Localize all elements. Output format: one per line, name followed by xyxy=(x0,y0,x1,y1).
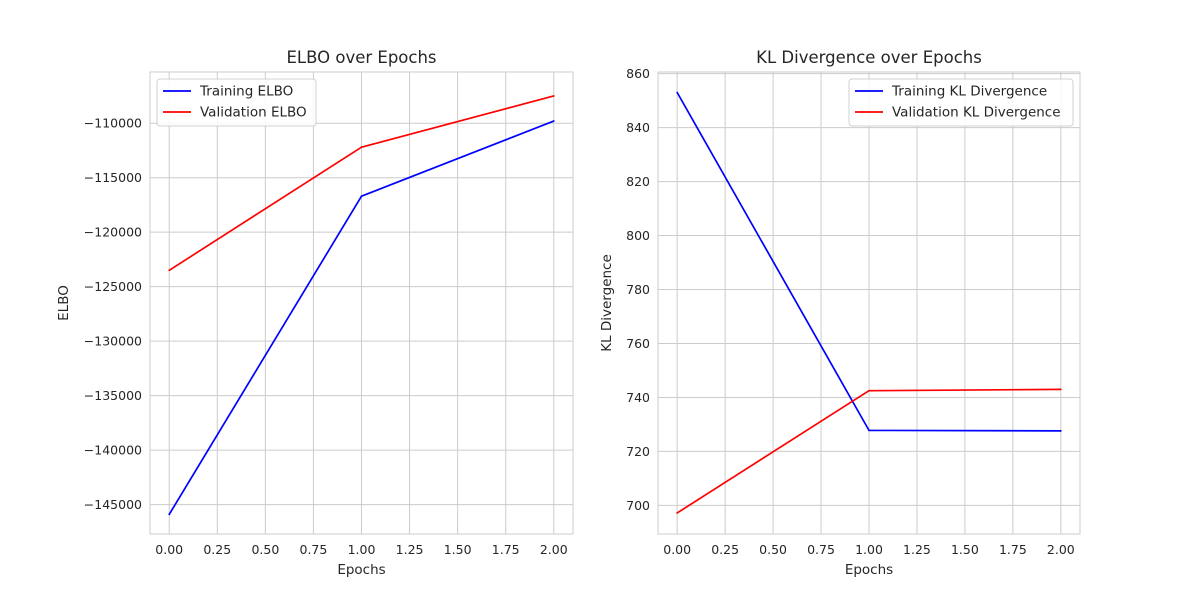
y-tick-label: −130000 xyxy=(84,334,142,349)
data-point xyxy=(868,429,870,432)
chart-2: 0.00 0.25 0.50 0.75 1.00 1.25 1.50 1.75 2.00 700 7… xyxy=(599,48,1081,578)
y-tick-label: −110000 xyxy=(84,116,142,131)
x-tick-label: 1.50 xyxy=(444,542,472,557)
chart-title: KL Divergence over Epochs xyxy=(756,48,982,67)
data-point xyxy=(868,389,870,392)
legend-entry: Validation ELBO xyxy=(200,105,307,121)
x-tick-label: 0.00 xyxy=(155,542,183,557)
x-tick-label: 1.25 xyxy=(903,542,931,557)
plot-frame xyxy=(657,71,1081,535)
x-tick-label: 0.00 xyxy=(663,542,691,557)
data-point xyxy=(360,146,363,149)
x-tick-label: 1.00 xyxy=(855,542,883,557)
data-point xyxy=(168,513,171,516)
y-tick-label: 840 xyxy=(626,120,650,135)
y-tick-label: 780 xyxy=(626,282,650,297)
data-point xyxy=(360,195,363,198)
data-point xyxy=(168,269,171,272)
legend: Training KL Divergence Validation KL Dive… xyxy=(848,78,1074,127)
y-tick-label: 800 xyxy=(626,228,650,243)
chart-title: ELBO over Epochs xyxy=(286,48,436,67)
y-tick-label: −125000 xyxy=(84,279,142,294)
x-tick-label: 0.75 xyxy=(807,542,835,557)
y-tick-label: 720 xyxy=(626,444,650,459)
y-tick-label: 760 xyxy=(626,336,650,351)
chart-1: 0.00 0.25 0.50 0.75 1.00 1.25 1.50 1.75 2.00 −145… xyxy=(56,48,574,578)
y-tick-label: 860 xyxy=(626,66,650,81)
x-tick-label: 0.75 xyxy=(300,542,328,557)
y-axis-label: ELBO xyxy=(56,285,72,321)
legend-entry: Training KL Divergence xyxy=(891,84,1047,100)
x-tick-label: 2.00 xyxy=(540,542,568,557)
x-tick-label: 0.25 xyxy=(203,542,231,557)
x-tick-label: 1.75 xyxy=(999,542,1027,557)
data-point xyxy=(552,120,555,122)
y-tick-label: 740 xyxy=(626,390,650,405)
legend: Training ELBO Validation ELBO xyxy=(156,78,317,127)
y-axis-label: KL Divergence xyxy=(599,254,615,352)
data-point xyxy=(1059,430,1062,432)
x-tick-label: 0.50 xyxy=(251,542,279,557)
legend-entry: Validation KL Divergence xyxy=(892,105,1061,121)
plot-frame xyxy=(149,71,574,535)
data-point xyxy=(676,91,679,94)
y-tick-label: −135000 xyxy=(84,388,142,403)
x-tick-label: 0.50 xyxy=(759,542,787,557)
legend-entry: Training ELBO xyxy=(199,84,293,100)
x-tick-label: 2.00 xyxy=(1047,542,1075,557)
data-point xyxy=(676,512,679,514)
y-tick-label: −140000 xyxy=(84,443,142,458)
legend-box xyxy=(848,78,1074,127)
x-tick-label: 1.50 xyxy=(951,542,979,557)
data-point xyxy=(552,95,555,97)
y-tick-label: −120000 xyxy=(84,225,142,240)
y-tick-label: 820 xyxy=(626,174,650,189)
x-tick-label: 1.25 xyxy=(396,542,424,557)
legend-box xyxy=(156,78,317,127)
x-tick-label: 1.00 xyxy=(348,542,376,557)
x-axis-label: Epochs xyxy=(845,562,893,578)
y-tick-label: 700 xyxy=(626,498,650,513)
x-tick-label: 0.25 xyxy=(711,542,739,557)
y-tick-label: −145000 xyxy=(84,497,142,512)
x-tick-label: 1.75 xyxy=(492,542,520,557)
y-tick-label: −115000 xyxy=(84,170,142,185)
x-axis-label: Epochs xyxy=(337,562,385,578)
data-point xyxy=(1059,388,1062,391)
